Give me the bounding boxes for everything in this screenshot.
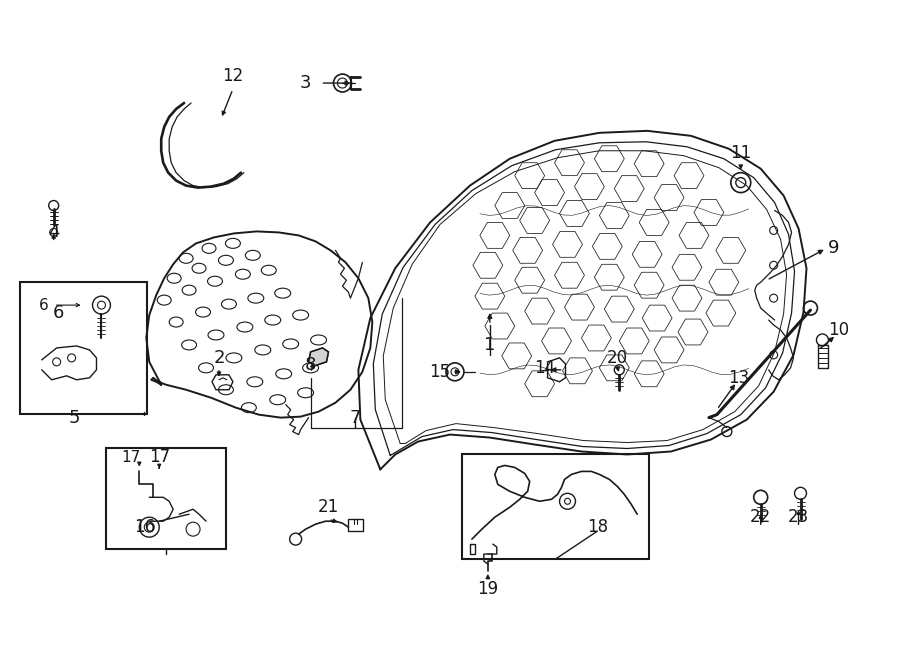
- Text: 6: 6: [39, 297, 49, 313]
- Text: 1: 1: [484, 336, 496, 354]
- Bar: [106, 447, 226, 549]
- Bar: [348, 519, 364, 531]
- Text: 10: 10: [828, 321, 849, 339]
- Polygon shape: [309, 348, 328, 366]
- Text: 23: 23: [788, 508, 809, 526]
- Text: 16: 16: [134, 518, 155, 536]
- Text: 20: 20: [607, 349, 628, 367]
- Text: 19: 19: [477, 580, 499, 598]
- Text: 9: 9: [828, 239, 839, 257]
- Text: 3: 3: [300, 74, 311, 92]
- Text: 11: 11: [730, 143, 752, 162]
- Text: 5: 5: [68, 408, 80, 426]
- Text: 17: 17: [122, 450, 141, 465]
- Text: 13: 13: [728, 369, 750, 387]
- Text: 12: 12: [222, 67, 244, 85]
- Bar: [20, 282, 148, 414]
- Text: 6: 6: [53, 304, 64, 322]
- Text: 2: 2: [213, 349, 225, 367]
- Text: 18: 18: [587, 518, 608, 536]
- Bar: [462, 455, 649, 559]
- Text: 8: 8: [305, 356, 316, 374]
- Text: 4: 4: [48, 223, 59, 241]
- Text: 21: 21: [318, 498, 339, 516]
- Text: 7: 7: [349, 408, 361, 426]
- Text: 22: 22: [750, 508, 771, 526]
- Text: 15: 15: [429, 363, 451, 381]
- Text: 17: 17: [148, 448, 170, 467]
- Text: 14: 14: [534, 359, 555, 377]
